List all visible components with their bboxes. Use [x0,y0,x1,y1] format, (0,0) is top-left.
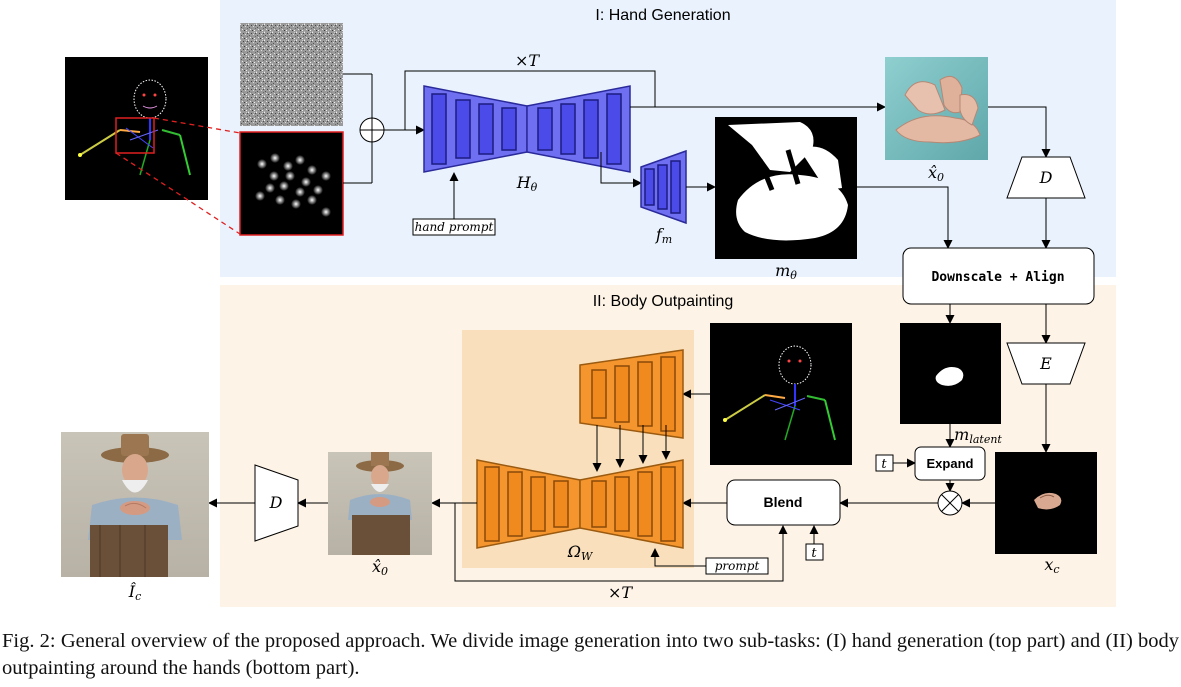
f-m-network [640,149,687,225]
keypoint-dot [275,195,285,205]
downscale-align-label: Downscale + Align [931,270,1064,285]
loop-times-t-bottom: ×T [608,583,633,602]
keypoint-dot [313,185,323,195]
keypoint-dot [269,171,279,181]
loop-times-t-top: ×T [515,51,540,70]
keypoint-dot [265,183,275,193]
figure-caption: Fig. 2: General overview of the proposed… [2,630,1179,679]
keypoint-dot [283,161,293,171]
omega-w-unet [476,459,684,549]
keypoint-dot [307,165,317,175]
keypoint-heatmap-image [239,131,344,236]
encoder-label: E [1039,354,1052,373]
latent-mask-image [900,323,1001,424]
prompt-label: prompt [715,559,760,573]
masked-latent-image [995,452,1097,554]
encoder [1006,342,1086,385]
i-c-hat-label: Îc [128,581,142,603]
section-title-hand-generation: I: Hand Generation [595,7,730,24]
keypoint-dot [291,199,301,209]
downscale-align-box [902,247,1095,305]
keypoint-dot [295,187,305,197]
keypoint-dot [301,177,311,187]
hand-prompt-label: hand prompt [415,220,494,234]
h-theta-unet [423,85,631,173]
keypoint-dot [270,153,280,163]
keypoint-dot [279,181,289,191]
keypoint-dot [321,207,331,217]
expand-label: Expand [927,456,974,471]
final-output-image [61,432,209,577]
pose-skeleton-image-bottom [710,323,852,465]
keypoint-dot [307,195,317,205]
diagram-canvas: I: Hand Generation II: Body Outpainting [61,0,1116,607]
keypoint-dot [257,159,267,169]
decoder-top [1006,156,1086,199]
keypoint-dot [295,155,305,165]
keypoint-dot [255,191,265,201]
decoder-bottom [254,464,299,542]
noise-image [240,23,343,126]
t-expand-label: t [881,457,887,472]
blend-label: Blend [764,494,803,510]
decoder-bottom-label: D [269,493,283,512]
controlnet-encoder [579,349,684,439]
generated-hands-image [885,57,988,160]
outpainted-image-small [328,452,432,555]
t-blend-label: t [811,546,817,561]
hand-mask-image [715,117,857,259]
keypoint-dot [321,171,331,181]
keypoint-dot [285,171,295,181]
section-title-body-outpainting: II: Body Outpainting [593,293,734,310]
decoder-top-label: D [1039,168,1053,187]
pose-skeleton-image [65,57,208,200]
